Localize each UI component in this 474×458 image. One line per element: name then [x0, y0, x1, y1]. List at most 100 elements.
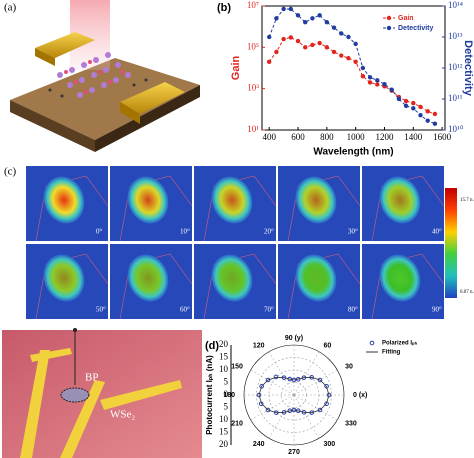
y2-axis-title: Detectivity	[462, 40, 474, 97]
heatmap-label: 20°	[264, 228, 274, 236]
data-point	[418, 104, 423, 110]
data-point	[317, 377, 323, 383]
data-point	[281, 36, 286, 42]
legend-marker	[386, 25, 392, 31]
r-tick-label: 10	[219, 414, 229, 424]
data-point	[375, 82, 380, 87]
theta-tick-label: 270	[288, 449, 300, 456]
spoke	[293, 369, 338, 396]
data-point	[425, 118, 430, 123]
data-point	[396, 96, 402, 102]
panel-label: (a)	[4, 2, 17, 14]
data-point	[317, 407, 323, 413]
data-point	[288, 6, 294, 12]
data-point	[331, 49, 337, 55]
data-point	[375, 78, 380, 83]
spoke	[293, 394, 338, 421]
r-tick-label: 10	[219, 364, 229, 374]
data-point	[267, 59, 272, 64]
x-tick-label: 600	[291, 132, 305, 142]
heatmap-label: 90°	[432, 306, 442, 314]
x-tick-label: 1600	[433, 132, 452, 142]
heatmap-spot	[211, 176, 253, 224]
data-point	[295, 38, 301, 44]
spoke	[250, 369, 295, 396]
data-point	[425, 109, 430, 114]
y2-tick-label: 10¹³	[448, 31, 463, 41]
data-point	[382, 82, 387, 87]
data-point	[360, 65, 366, 71]
data-point	[274, 49, 279, 55]
data-point	[418, 113, 423, 118]
data-point	[324, 45, 330, 50]
data-point	[303, 45, 308, 50]
y2-tick-label: 10¹¹	[448, 93, 463, 103]
theta-tick-label: 150	[231, 363, 243, 370]
y2-tick-label: 10¹⁴	[448, 0, 463, 10]
series-line	[268, 36, 436, 115]
data-point	[367, 80, 373, 85]
photo-label: BP	[85, 372, 98, 384]
data-point	[281, 6, 286, 12]
data-point	[411, 100, 416, 106]
theta-tick-label: 180	[223, 392, 235, 399]
y-tick-label: 10¹	[247, 124, 259, 134]
data-point	[288, 35, 294, 40]
legend-label: Detectivity	[398, 25, 434, 32]
heatmap-spot	[43, 176, 85, 224]
data-point	[346, 34, 351, 40]
data-point	[310, 42, 315, 48]
data-point	[267, 34, 272, 40]
panel-label: (d)	[205, 340, 219, 352]
y-tick-label: 10⁷	[247, 0, 259, 10]
data-point	[403, 103, 409, 109]
heatmap-spot	[43, 254, 85, 302]
data-point	[432, 121, 438, 126]
data-point	[326, 392, 332, 398]
x-tick-label: 800	[320, 132, 334, 142]
data-point	[346, 55, 351, 61]
r-tick-label: 20	[219, 439, 229, 449]
heatmap-spot	[379, 254, 421, 302]
theta-tick-label: 300	[324, 441, 336, 448]
r-tick-label: 5	[224, 402, 229, 412]
data-point	[274, 16, 279, 21]
legend-label: Fitting	[382, 350, 401, 356]
theta-tick-label: 30	[345, 363, 353, 370]
data-point	[353, 41, 358, 47]
heatmap-spot	[295, 176, 337, 224]
data-point	[403, 98, 409, 104]
x-tick-label: 1000	[347, 132, 366, 142]
panel-label: (c)	[4, 166, 17, 178]
heatmap-label: 30°	[348, 228, 358, 236]
spoke	[293, 394, 320, 439]
y2-tick-label: 10¹⁰	[448, 124, 464, 134]
y-tick-label: 10⁵	[247, 41, 259, 51]
data-point	[324, 20, 330, 25]
panel-label: (b)	[217, 2, 231, 14]
fit-line	[258, 376, 330, 414]
data-point	[317, 40, 322, 46]
spoke	[268, 351, 295, 396]
r-tick-label: 15	[219, 352, 229, 362]
heatmap-label: 0°	[96, 228, 103, 236]
legend-label: Polarized Iₚₕ	[382, 341, 418, 347]
data-point	[331, 25, 337, 30]
data-point	[303, 20, 308, 25]
data-point	[360, 74, 366, 79]
data-point	[295, 13, 301, 18]
r-tick-label: 0	[224, 389, 229, 399]
data-point	[353, 59, 358, 64]
spoke	[268, 394, 295, 439]
heatmap-spot	[379, 176, 421, 224]
colorbar-label: 15.7 n.A.	[460, 198, 474, 203]
legend-marker	[386, 15, 392, 21]
x-tick-label: 1200	[375, 132, 394, 142]
data-point	[265, 377, 271, 383]
data-point	[256, 392, 262, 398]
data-point	[265, 407, 271, 413]
heatmap-label: 10°	[180, 228, 190, 236]
y-tick-label: 10³	[247, 83, 259, 93]
data-point	[339, 31, 344, 36]
